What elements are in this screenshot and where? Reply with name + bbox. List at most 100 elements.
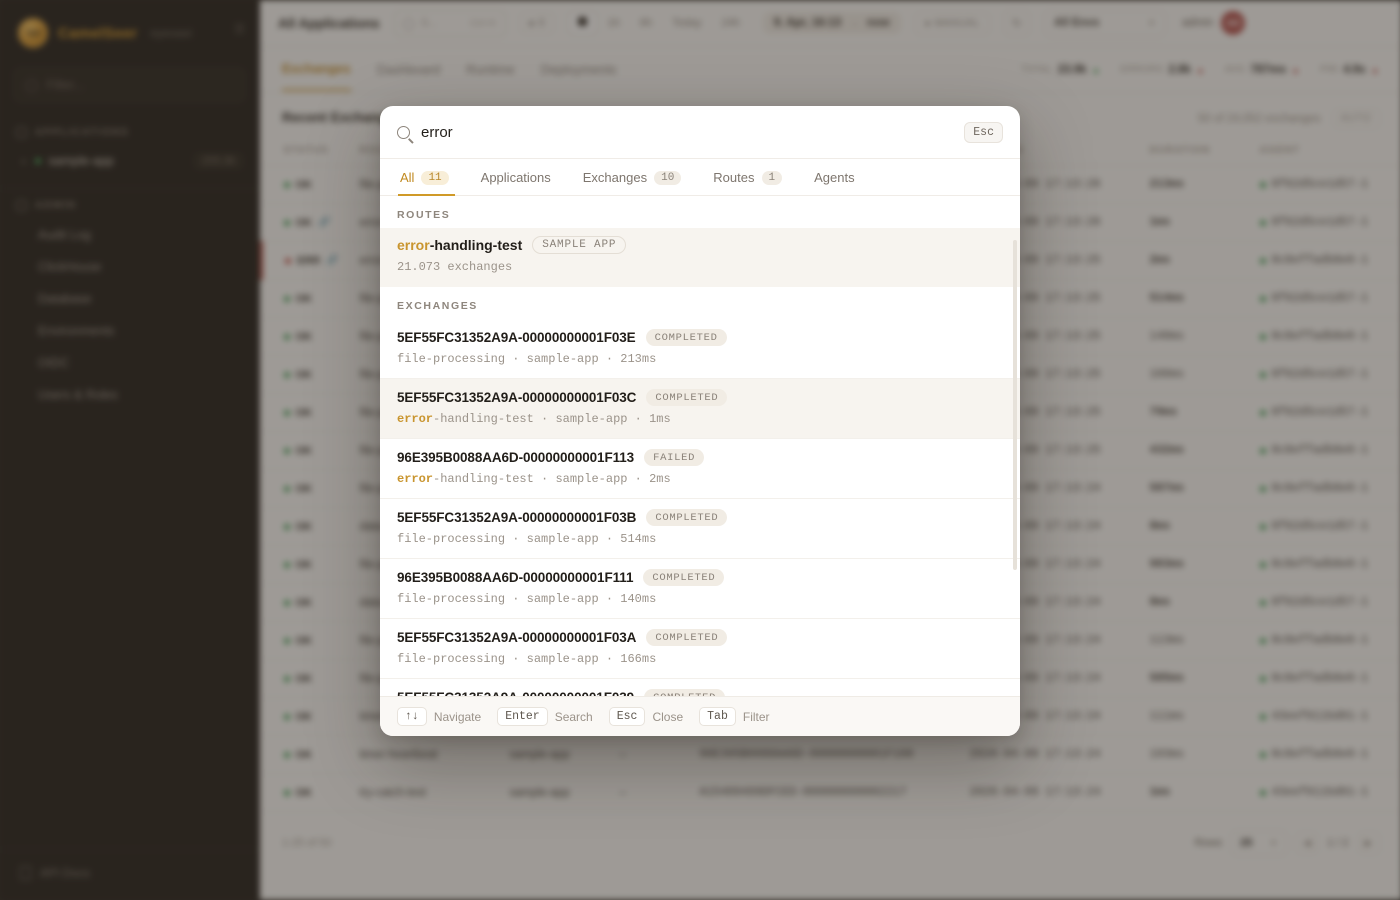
- refresh-icon[interactable]: ↻: [1003, 10, 1030, 36]
- cell-agent: 8f62d5ce1d57-1: [1251, 165, 1400, 204]
- range-1h[interactable]: 1h: [607, 17, 620, 29]
- sidebar-item-audit-log[interactable]: Audit Log: [38, 228, 91, 242]
- cell-status: OK: [261, 659, 352, 698]
- palette-exchange-result[interactable]: 96E395B0088AA6D-00000000001F113 FAILED err…: [380, 439, 1020, 499]
- table-row[interactable]: OK try-catch-test sample-app – A15409499DFCE…: [261, 773, 1400, 812]
- application-name: sample-app: [526, 652, 599, 666]
- auto-refresh-badge[interactable]: AUTO: [1332, 109, 1380, 128]
- palette-scrollbar[interactable]: [1013, 198, 1017, 696]
- cell-duration: 213ms: [1141, 165, 1252, 204]
- palette-results-list[interactable]: ROUTES error-handling-test SAMPLE APP 21.0…: [380, 196, 1020, 696]
- cell-duration: 514ms: [1141, 279, 1252, 318]
- range-6h[interactable]: 6h: [639, 17, 653, 29]
- status-badge: FAILED: [644, 449, 705, 466]
- env-select[interactable]: All Envs ▼: [1043, 9, 1166, 37]
- rows-per-page-select[interactable]: 25 ▼: [1231, 830, 1288, 856]
- palette-exchange-result[interactable]: 5EF55FC31352A9A-00000000001F03C COMPLETED…: [380, 379, 1020, 439]
- sidebar-item-environments[interactable]: Environments: [38, 324, 115, 338]
- col-agent[interactable]: AGENT: [1251, 136, 1400, 166]
- result-count: 50 of 24,052 exchanges: [1197, 112, 1321, 125]
- sidebar-collapse-icon[interactable]: ☰: [234, 22, 245, 36]
- range-24h[interactable]: 24h: [721, 17, 740, 29]
- stat-p95: P95 4.9s ▲: [1320, 64, 1379, 76]
- cell-route: timer-heartbeat: [351, 735, 502, 774]
- agent-id: 8f62d5ce1d57-1: [1271, 406, 1369, 419]
- user-menu[interactable]: admin AD: [1181, 11, 1246, 35]
- palette-search-input[interactable]: error: [421, 123, 453, 141]
- tab-deployments[interactable]: Deployments: [540, 62, 617, 77]
- duration: 140ms: [620, 592, 657, 606]
- duration: 213ms: [620, 352, 657, 366]
- global-search-input[interactable]: ◯ S... Ctrl+K: [393, 9, 506, 37]
- live-indicator[interactable]: 0: [519, 12, 554, 34]
- hint-search: Enter Search: [497, 707, 593, 726]
- tab-dashboard[interactable]: Dashboard: [376, 62, 441, 77]
- search-icon: ◯: [402, 17, 415, 30]
- cell-duration: 2ms: [1141, 241, 1252, 280]
- stat-value: 23.9k: [1057, 63, 1087, 76]
- agent-dot-icon: [1259, 485, 1266, 492]
- next-page-button[interactable]: ▶: [1357, 832, 1380, 854]
- exchange-id: 5EF55FC31352A9A-00000000001F03B: [397, 510, 637, 525]
- live-count: 0: [538, 17, 545, 29]
- palette-tab-badge: 10: [654, 170, 682, 185]
- palette-tab-exchanges[interactable]: Exchanges 10: [567, 159, 698, 195]
- status-dot-icon: [283, 713, 290, 720]
- escape-key-badge[interactable]: Esc: [964, 121, 1003, 143]
- palette-exchange-result[interactable]: 5EF55FC31352A9A-00000000001F03B COMPLETED…: [380, 499, 1020, 559]
- group-heading-routes: ROUTES: [397, 209, 451, 221]
- cell-agent: 43eef011bd01-1: [1251, 697, 1400, 736]
- col-duration[interactable]: DURATION: [1141, 136, 1252, 166]
- agent-dot-icon: [1259, 789, 1266, 796]
- table-row[interactable]: OK timer-heartbeat sample-app –96E395B0088A…: [261, 735, 1400, 774]
- user-name: admin: [1181, 17, 1214, 29]
- palette-scrollbar-thumb[interactable]: [1013, 240, 1017, 570]
- sidebar-item-sample-app[interactable]: ▸ sample-app 255.3k: [0, 146, 259, 176]
- stat-label: ERRORS: [1120, 64, 1164, 75]
- status-text: OK: [295, 710, 313, 723]
- duration: 2ms: [649, 472, 671, 486]
- cell-agent: 8c8effadb8e0-1: [1251, 431, 1400, 470]
- sidebar-item-users-roles[interactable]: Users & Roles: [38, 388, 118, 402]
- sidebar-item-api-docs[interactable]: API Docs: [0, 849, 259, 900]
- sidebar-filter-input[interactable]: ◯ Filter...: [14, 68, 245, 102]
- palette-exchange-result[interactable]: 5EF55FC31352A9A-00000000001F03E COMPLETED…: [380, 319, 1020, 379]
- sidebar-item-database[interactable]: Database: [38, 292, 92, 306]
- status-badge: COMPLETED: [646, 629, 728, 646]
- sidebar-item-oidc[interactable]: OIDC: [38, 356, 70, 370]
- agent-id: 8c8effadb8e0-1: [1271, 444, 1369, 457]
- range-today[interactable]: Today: [672, 17, 702, 29]
- palette-tab-badge: 11: [421, 170, 449, 185]
- hint-label: Filter: [742, 709, 770, 724]
- palette-route-result[interactable]: error-handling-test SAMPLE APP 21.073 exch…: [380, 228, 1020, 287]
- palette-exchange-result[interactable]: 96E395B0088AA6D-00000000001F111 COMPLETED…: [380, 559, 1020, 619]
- tab-runtime[interactable]: Runtime: [466, 62, 515, 77]
- status-dot-icon: [283, 333, 290, 340]
- col-status[interactable]: STATUS: [261, 136, 352, 166]
- palette-exchange-result[interactable]: 5EF55FC31352A9A-00000000001F03A COMPLETED…: [380, 619, 1020, 679]
- palette-tab-all[interactable]: All 11: [396, 159, 465, 196]
- palette-tab-agents[interactable]: Agents: [798, 159, 870, 195]
- refresh-mode-badge[interactable]: MANUAL: [914, 11, 990, 35]
- palette-exchange-result[interactable]: 5EF55FC31352A9A-00000000001F039 COMPLETED…: [380, 679, 1020, 696]
- application-tag: SAMPLE APP: [532, 236, 627, 254]
- sidebar-app-name: sample-app: [48, 154, 114, 168]
- range-chart-toggle[interactable]: [567, 11, 597, 35]
- cell-status: OK: [261, 469, 352, 508]
- tab-exchanges[interactable]: Exchanges: [282, 48, 351, 91]
- prev-page-button[interactable]: ◀: [1296, 832, 1319, 854]
- app-scope-label[interactable]: All Applications: [278, 15, 380, 31]
- trend-up-icon: ▲: [1195, 64, 1205, 75]
- cell-duration: 193ms: [1141, 735, 1252, 774]
- meta-sep: ·: [505, 592, 527, 606]
- date-range-picker[interactable]: 9. Apr, 16:13 → now: [762, 12, 901, 34]
- agent-dot-icon: [1259, 675, 1266, 682]
- cell-duration: 585ms: [1141, 659, 1252, 698]
- status-dot-icon: [34, 158, 41, 164]
- sidebar-item-clickhouse[interactable]: ClickHouse: [38, 260, 102, 274]
- application-name: sample-app: [526, 532, 599, 546]
- palette-tab-applications[interactable]: Applications: [465, 159, 567, 195]
- cell-duration: 166ms: [1141, 355, 1252, 394]
- palette-tab-routes[interactable]: Routes 1: [697, 159, 798, 195]
